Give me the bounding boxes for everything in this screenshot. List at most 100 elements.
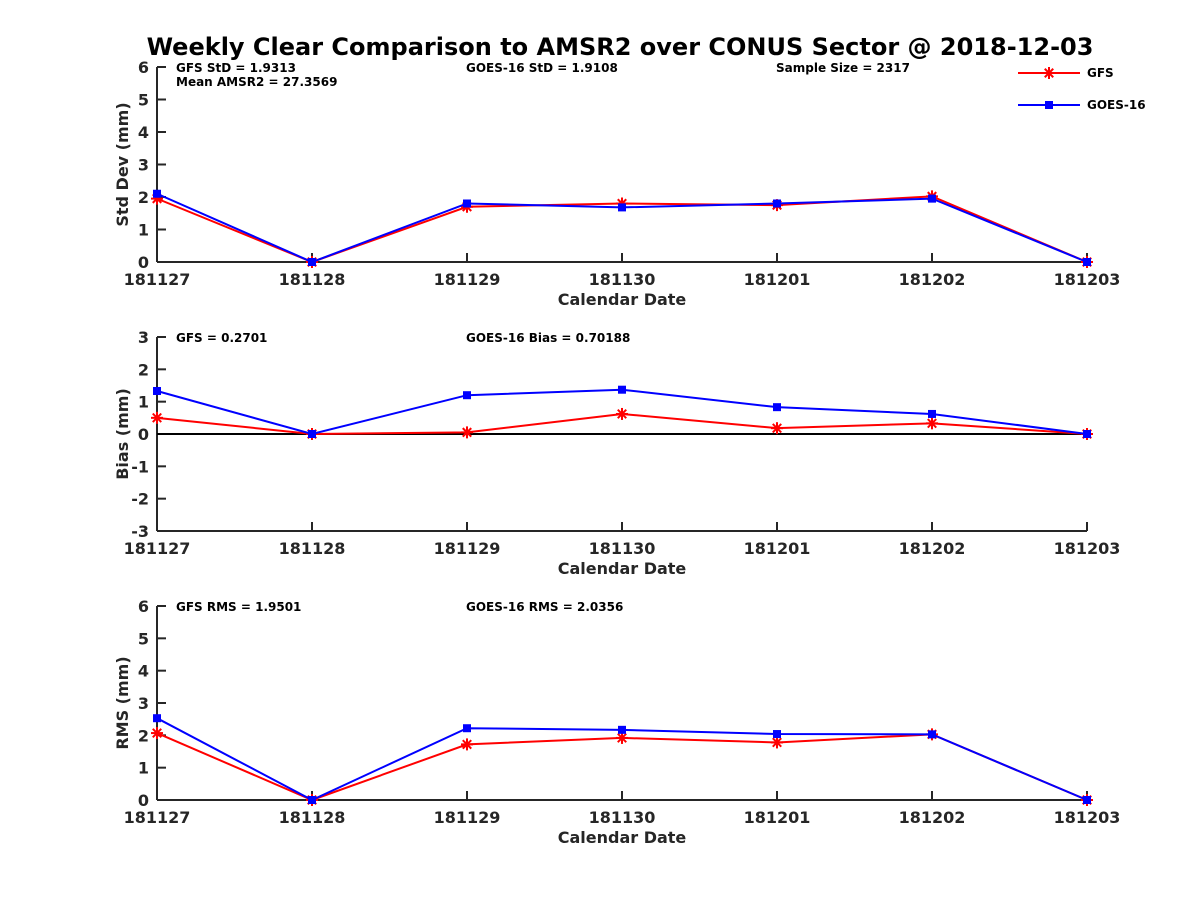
- x-tick-label: 181201: [744, 539, 811, 558]
- data-point: [773, 403, 781, 412]
- x-tick-label: 181201: [744, 270, 811, 289]
- y-tick-label: 4: [138, 123, 149, 142]
- x-tick-label: 181202: [899, 808, 966, 827]
- legend: GFS GOES-16: [1018, 66, 1146, 112]
- annotation: GFS RMS = 1.9501: [176, 600, 301, 614]
- data-point: [308, 796, 316, 804]
- data-point: [153, 714, 161, 723]
- x-tick-label: 181130: [589, 808, 656, 827]
- series-gfs: [151, 407, 1093, 440]
- annotation: GFS StD = 1.9313: [176, 61, 296, 75]
- y-axis-label: Std Dev (mm): [113, 102, 132, 226]
- y-tick-label: -2: [131, 490, 149, 509]
- series-goes-16: [153, 189, 1091, 266]
- series-goes-16: [153, 385, 1091, 438]
- y-tick-label: 3: [138, 694, 149, 713]
- data-point: [463, 391, 471, 400]
- x-tick-label: 181203: [1054, 270, 1121, 289]
- y-tick-label: 0: [138, 425, 149, 444]
- legend-label: GFS: [1087, 66, 1114, 80]
- y-tick-label: -3: [131, 522, 149, 541]
- data-point: [618, 385, 626, 394]
- data-point: [1083, 258, 1091, 266]
- data-point: [926, 417, 938, 430]
- x-axis-label: Calendar Date: [558, 559, 687, 578]
- data-point: [773, 730, 781, 739]
- panel-rms: 0 1 2 3 4 5 6 181127 181128 181129 181130 181201 181…: [113, 597, 1120, 847]
- data-point: [463, 724, 471, 733]
- x-tick-label: 181129: [434, 539, 501, 558]
- x-axis-label: Calendar Date: [558, 828, 687, 847]
- annotation: Sample Size = 2317: [776, 61, 910, 75]
- x-tick-label: 181203: [1054, 808, 1121, 827]
- x-tick-label: 181202: [899, 270, 966, 289]
- annotation: GOES-16 RMS = 2.0356: [466, 600, 623, 614]
- x-tick-label: 181127: [124, 539, 191, 558]
- x-axis-label: Calendar Date: [558, 290, 687, 309]
- data-point: [928, 730, 936, 739]
- y-axis-label: RMS (mm): [113, 656, 132, 749]
- data-point: [773, 199, 781, 208]
- legend-entry: GFS: [1018, 66, 1114, 80]
- y-tick-label: 5: [138, 629, 149, 648]
- y-axis-label: Bias (mm): [113, 388, 132, 480]
- y-tick-label: 3: [138, 328, 149, 347]
- x-tick-label: 181202: [899, 539, 966, 558]
- data-point: [461, 738, 473, 751]
- y-tick-label: 1: [138, 393, 149, 412]
- annotation: GOES-16 Bias = 0.70188: [466, 331, 630, 345]
- data-point: [308, 258, 316, 266]
- y-tick-label: 6: [138, 58, 149, 77]
- data-point: [618, 203, 626, 212]
- y-tick-label: 2: [138, 188, 149, 207]
- legend-marker: [1043, 67, 1055, 79]
- legend-marker: [1045, 101, 1053, 109]
- legend-entry: GOES-16: [1018, 98, 1146, 112]
- x-tick-label: 181127: [124, 270, 191, 289]
- y-tick-label: -1: [131, 457, 149, 476]
- x-tick-label: 181128: [279, 808, 346, 827]
- data-point: [461, 426, 473, 439]
- data-point: [618, 725, 626, 734]
- legend-label: GOES-16: [1087, 98, 1146, 112]
- y-tick-label: 2: [138, 726, 149, 745]
- annotation: GFS = 0.2701: [176, 331, 267, 345]
- data-point: [151, 727, 163, 740]
- y-tick-label: 2: [138, 360, 149, 379]
- data-point: [308, 430, 316, 438]
- data-point: [463, 199, 471, 208]
- series-goes-16: [153, 714, 1091, 804]
- data-point: [616, 731, 628, 744]
- data-point: [151, 411, 163, 424]
- y-tick-label: 5: [138, 91, 149, 110]
- data-point: [771, 422, 783, 435]
- data-point: [928, 409, 936, 418]
- x-tick-label: 181201: [744, 808, 811, 827]
- y-tick-label: 1: [138, 221, 149, 240]
- data-point: [928, 194, 936, 203]
- annotation: Mean AMSR2 = 27.3569: [176, 75, 337, 89]
- x-tick-label: 181203: [1054, 539, 1121, 558]
- chart-title: Weekly Clear Comparison to AMSR2 over CO…: [147, 33, 1094, 61]
- x-tick-label: 181130: [589, 539, 656, 558]
- x-tick-label: 181127: [124, 808, 191, 827]
- data-point: [153, 386, 161, 395]
- y-tick-label: 3: [138, 156, 149, 175]
- y-tick-label: 0: [138, 791, 149, 810]
- x-tick-label: 181130: [589, 270, 656, 289]
- annotation: GOES-16 StD = 1.9108: [466, 61, 618, 75]
- x-tick-label: 181129: [434, 270, 501, 289]
- data-point: [771, 736, 783, 749]
- y-tick-label: 1: [138, 759, 149, 778]
- x-tick-label: 181129: [434, 808, 501, 827]
- data-point: [1083, 430, 1091, 438]
- x-tick-label: 181128: [279, 270, 346, 289]
- panel-bias: -3 -2 -1 0 1 2 3 181127 181128 181129 181130 181201…: [113, 328, 1120, 578]
- y-tick-label: 0: [138, 253, 149, 272]
- data-point: [153, 189, 161, 198]
- y-tick-label: 6: [138, 597, 149, 616]
- y-tick-label: 4: [138, 662, 149, 681]
- x-tick-label: 181128: [279, 539, 346, 558]
- panel-stddev: 0 1 2 3 4 5 6 181127 181128 181129 181130 181201 181…: [113, 58, 1120, 309]
